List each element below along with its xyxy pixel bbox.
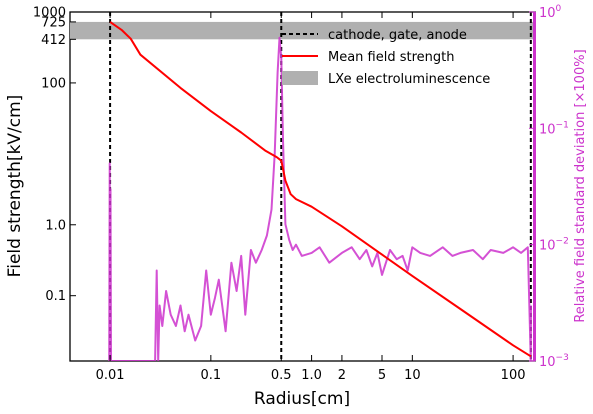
- y-right-tick-base: 10: [539, 239, 556, 254]
- x-tick-label: 0.01: [96, 368, 125, 383]
- y-tick-label: 0.1: [45, 289, 66, 304]
- series-line-mean-field: [109, 21, 532, 358]
- x-tick-label: 1.0: [301, 368, 322, 383]
- x-tick-label: 5: [378, 368, 386, 383]
- legend: cathode, gate, anode Mean field strength L…: [282, 28, 490, 87]
- legend-swatch-band: [282, 71, 318, 85]
- y-right-tick-exponent: −2: [556, 237, 569, 247]
- y-right-tick-label: 100: [539, 4, 562, 21]
- y-right-tick-label: 10−3: [539, 353, 569, 370]
- y-right-tick-base: 10: [539, 6, 556, 21]
- y-right-tick-label: 10−1: [539, 120, 569, 137]
- y-right-tick-exponent: −3: [556, 353, 569, 363]
- legend-label: Mean field strength: [328, 50, 455, 65]
- x-tick-label: 2: [338, 368, 346, 383]
- legend-label: LXe electroluminescence: [328, 72, 490, 87]
- y-tick-label: 1.0: [45, 218, 66, 233]
- y-right-tick-exponent: 0: [556, 4, 562, 14]
- x-tick-label: 100: [501, 368, 526, 383]
- y-tick-label: 412: [41, 33, 66, 48]
- y-tick-label: 1000: [33, 6, 66, 21]
- x-tick-label: 10: [404, 368, 421, 383]
- x-axis-label: Radius[cm]: [254, 389, 350, 409]
- y-right-tick-label: 10−2: [539, 237, 569, 254]
- plot-frame: [69, 11, 536, 362]
- x-tick-label: 0.1: [200, 368, 221, 383]
- y-right-tick-base: 10: [539, 355, 556, 370]
- y-tick-label: 725: [41, 15, 66, 30]
- legend-label: cathode, gate, anode: [328, 28, 467, 43]
- y-right-tick-exponent: −1: [556, 120, 569, 130]
- x-tick-label: 0.5: [271, 368, 292, 383]
- series-line-std-deviation: [108, 36, 532, 361]
- el-band: [70, 21, 535, 40]
- y-tick-label: 100: [41, 76, 66, 91]
- y-right-axis-label: Relative field standard deviation [×100%…: [573, 49, 588, 322]
- y-right-tick-base: 10: [539, 122, 556, 137]
- right-axis-spine: [533, 12, 536, 361]
- y-axis-label: Field strength[kV/cm]: [5, 95, 25, 278]
